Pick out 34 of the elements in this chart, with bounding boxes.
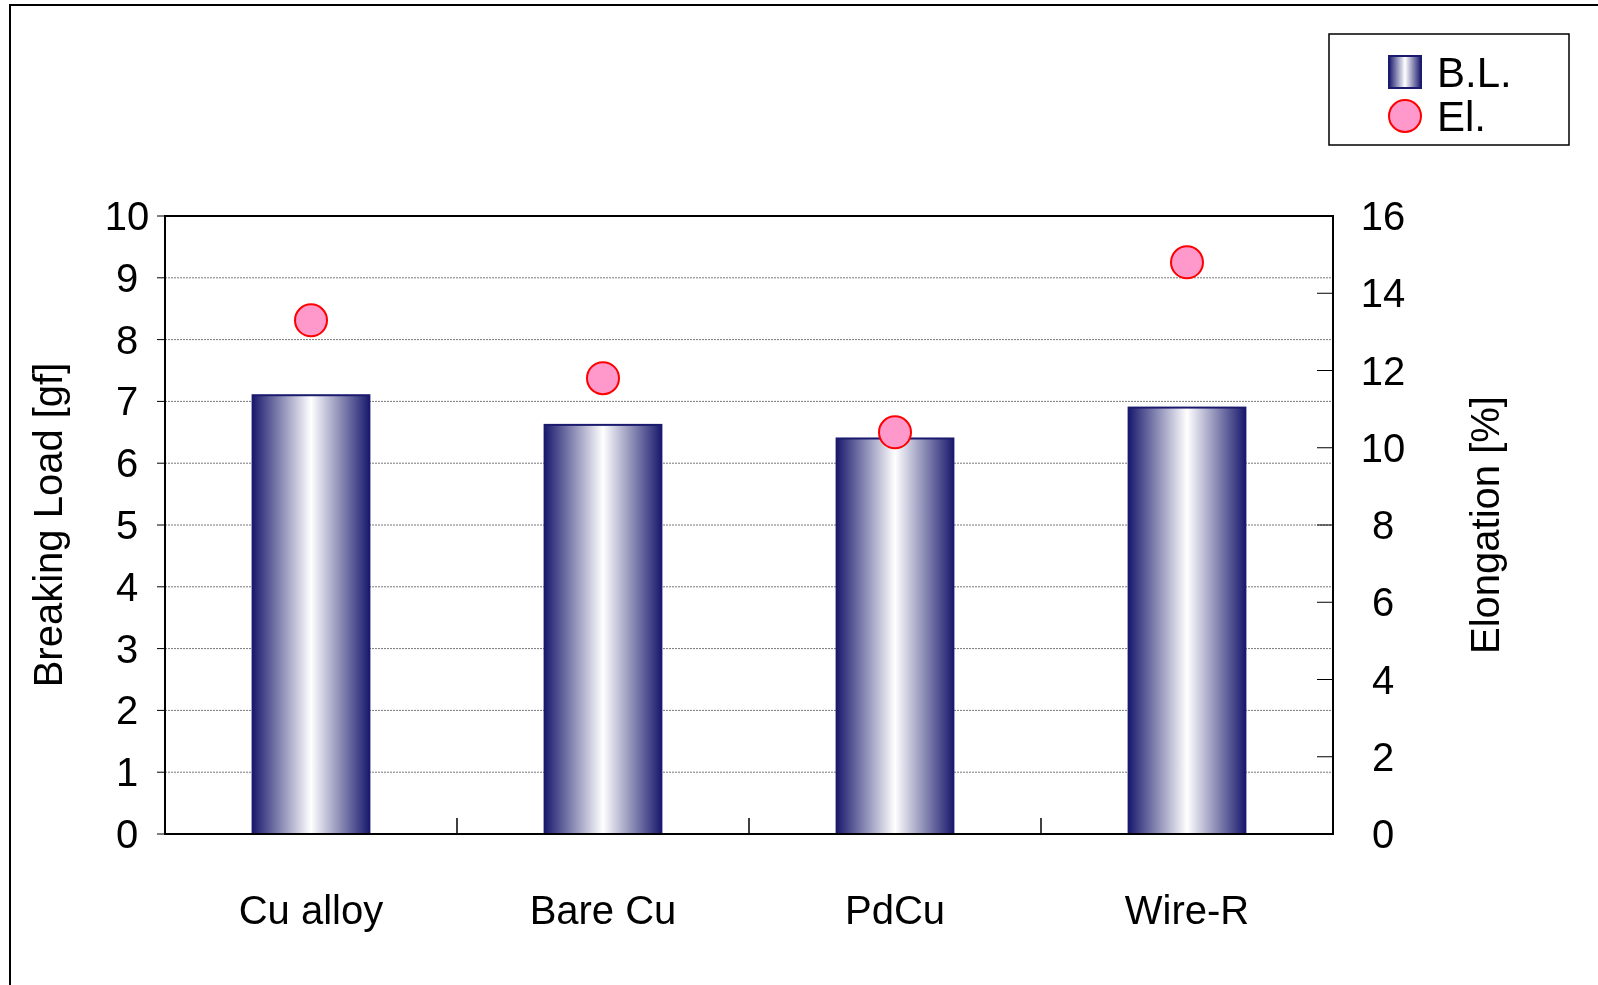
bar — [543, 423, 663, 835]
y-tick-label: 7 — [115, 379, 139, 424]
y2-tick-label: 0 — [1371, 812, 1395, 856]
x-tick-label: Cu alloy — [238, 888, 384, 932]
y2-tick-label: 6 — [1371, 580, 1395, 625]
x-tick-label: PdCu — [844, 888, 946, 932]
y2-tick-label: 4 — [1371, 657, 1395, 702]
y2-tick-label: 8 — [1371, 503, 1395, 547]
point — [878, 415, 912, 450]
y-tick-label: 2 — [115, 688, 139, 733]
bar — [835, 437, 955, 835]
point — [294, 303, 328, 338]
y-axis-title: Breaking Load [gf] — [26, 362, 70, 688]
y2-tick-label: 16 — [1360, 194, 1406, 238]
x-tick-label: Wire-R — [1124, 888, 1250, 932]
x-tick-label: Bare Cu — [529, 888, 677, 932]
y-tick-label: 3 — [115, 626, 139, 671]
y2-tick-label: 2 — [1371, 734, 1395, 779]
point — [1170, 245, 1204, 280]
y-tick-label: 6 — [115, 441, 139, 486]
y-tick-label: 9 — [115, 255, 139, 300]
bar — [1127, 406, 1247, 835]
point — [586, 361, 620, 396]
y-tick-label: 8 — [115, 317, 139, 362]
y2-tick-label: 12 — [1360, 348, 1406, 393]
y-tick-label: 1 — [115, 750, 139, 795]
y-tick-label: 0 — [115, 812, 139, 856]
y-tick-label: 10 — [104, 194, 150, 238]
y-tick-label: 4 — [115, 564, 139, 609]
y2-axis-title: Elongation [%] — [1463, 396, 1507, 654]
y-tick-label: 5 — [115, 503, 139, 547]
bar — [251, 394, 371, 835]
y2-tick-label: 10 — [1360, 425, 1406, 470]
y2-tick-label: 14 — [1360, 271, 1406, 316]
